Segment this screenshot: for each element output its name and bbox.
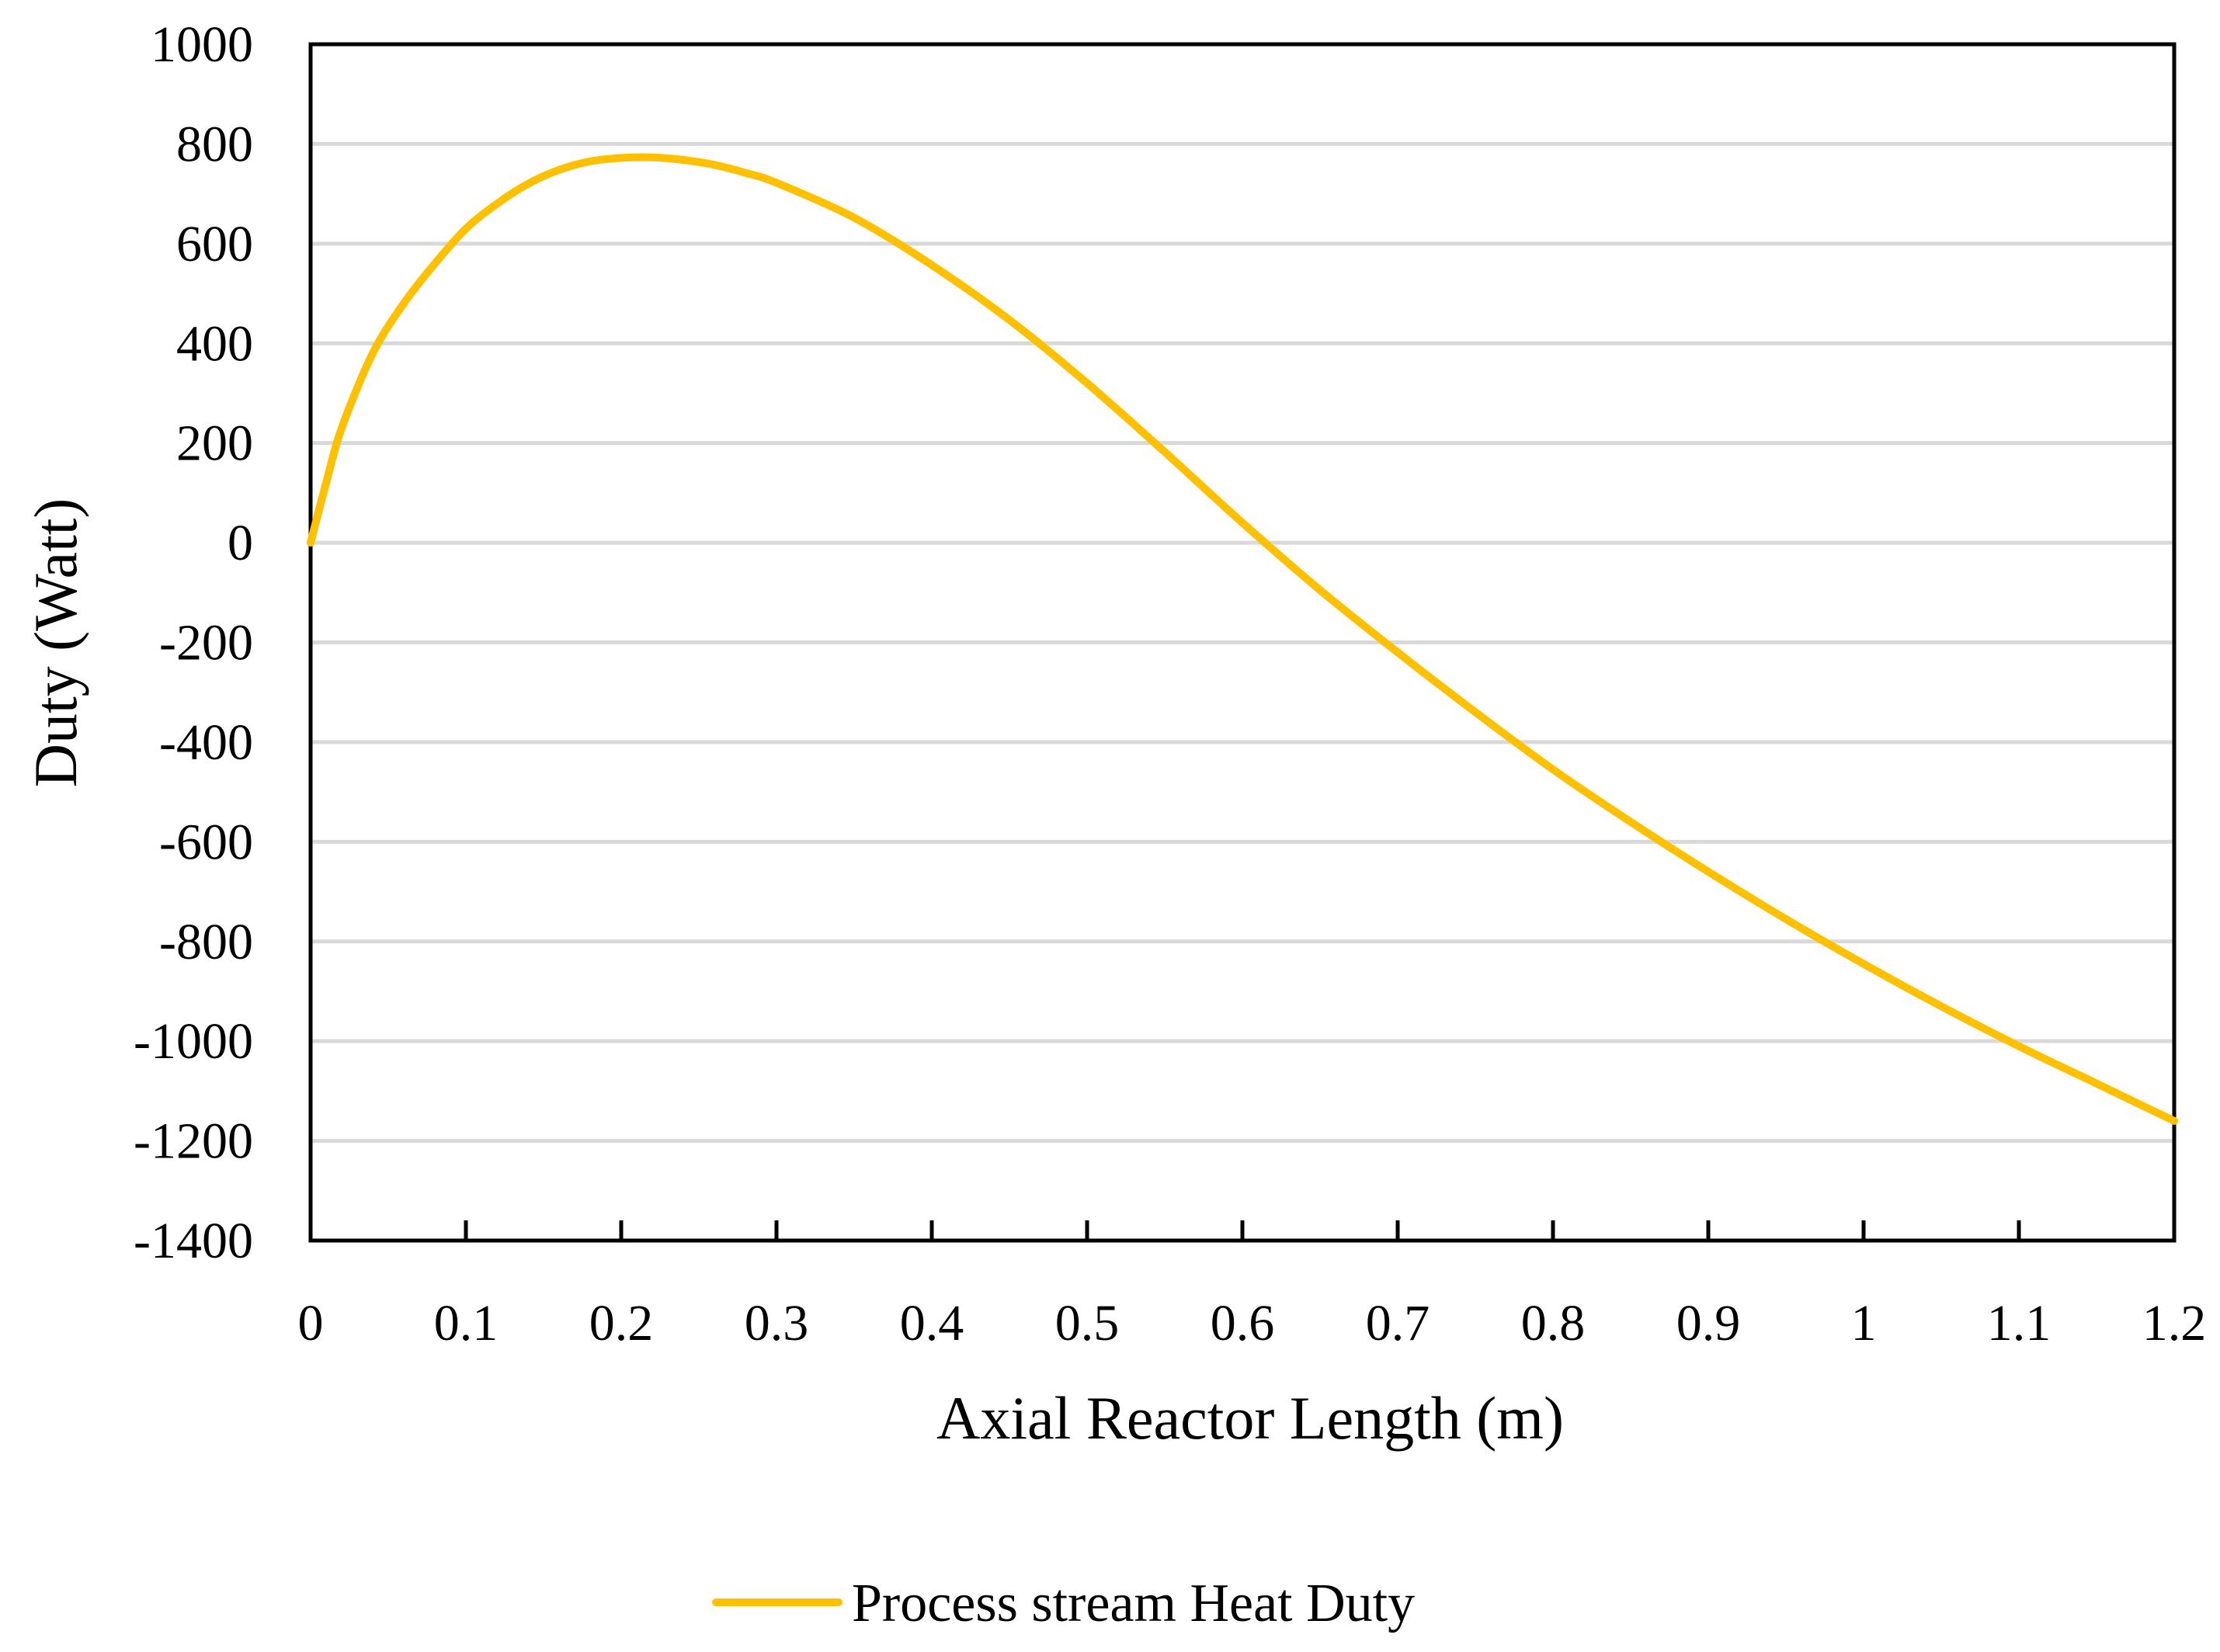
legend-label: Process stream Heat Duty <box>852 1574 1415 1633</box>
y-tick-label: -400 <box>159 714 253 771</box>
y-tick-label: 200 <box>176 415 253 472</box>
x-tick-label: 1 <box>1851 1295 1877 1352</box>
x-tick-label: 0.9 <box>1676 1295 1741 1352</box>
y-tick-label: -1200 <box>134 1113 253 1170</box>
series-layer <box>307 153 2178 1125</box>
y-tick-label: 600 <box>176 216 253 272</box>
y-tick-label: -1000 <box>134 1013 253 1070</box>
x-tick-label: 0.8 <box>1521 1295 1586 1352</box>
x-tick-label: 0.5 <box>1055 1295 1120 1352</box>
y-axis-title: Duty (Watt) <box>22 498 89 788</box>
y-tick-label: -600 <box>159 814 253 870</box>
series-line-process-stream-heat-duty <box>307 153 2178 1125</box>
y-tick-label: -200 <box>159 615 253 672</box>
x-axis-title: Axial Reactor Length (m) <box>936 1384 1564 1452</box>
x-tick-label: 1.2 <box>2142 1295 2207 1352</box>
y-tick-label: 0 <box>228 515 253 571</box>
x-axis-ticks <box>308 1220 2177 1241</box>
x-tick-label: 0 <box>298 1295 324 1352</box>
y-tick-label: 800 <box>176 116 253 172</box>
x-tick-label: 0.1 <box>434 1295 499 1352</box>
x-tick-label: 0.7 <box>1366 1295 1430 1352</box>
y-tick-label: -1400 <box>134 1213 253 1269</box>
x-tick-label: 0.3 <box>745 1295 809 1352</box>
y-axis-tick-labels: 1000 800 600 400 200 0 -200 -400 -600 -800 -1000 -1… <box>134 16 253 1269</box>
x-axis-tick-labels: 0 0.1 0.2 0.3 0.4 0.5 0.6 0.7 0.8 0.9 1 1.1 1.2 <box>298 1295 2207 1352</box>
y-tick-label: 400 <box>176 315 253 372</box>
x-tick-label: 1.1 <box>1987 1295 2052 1352</box>
x-tick-label: 0.4 <box>900 1295 964 1352</box>
legend: Process stream Heat Duty <box>712 1574 1415 1633</box>
y-tick-label: -800 <box>159 914 253 970</box>
y-tick-label: 1000 <box>151 16 253 73</box>
x-tick-label: 0.6 <box>1211 1295 1275 1352</box>
gridlines <box>311 141 2174 1144</box>
x-tick-label: 0.2 <box>589 1295 654 1352</box>
